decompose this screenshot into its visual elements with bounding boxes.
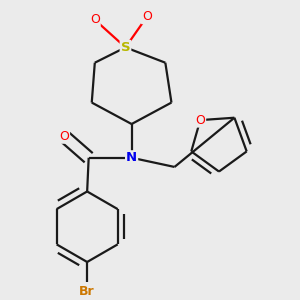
Text: O: O (90, 13, 100, 26)
Text: O: O (195, 114, 205, 127)
Text: O: O (59, 130, 69, 143)
Text: S: S (121, 41, 130, 54)
Text: N: N (126, 151, 137, 164)
Text: O: O (142, 10, 152, 23)
Text: Br: Br (79, 285, 95, 298)
